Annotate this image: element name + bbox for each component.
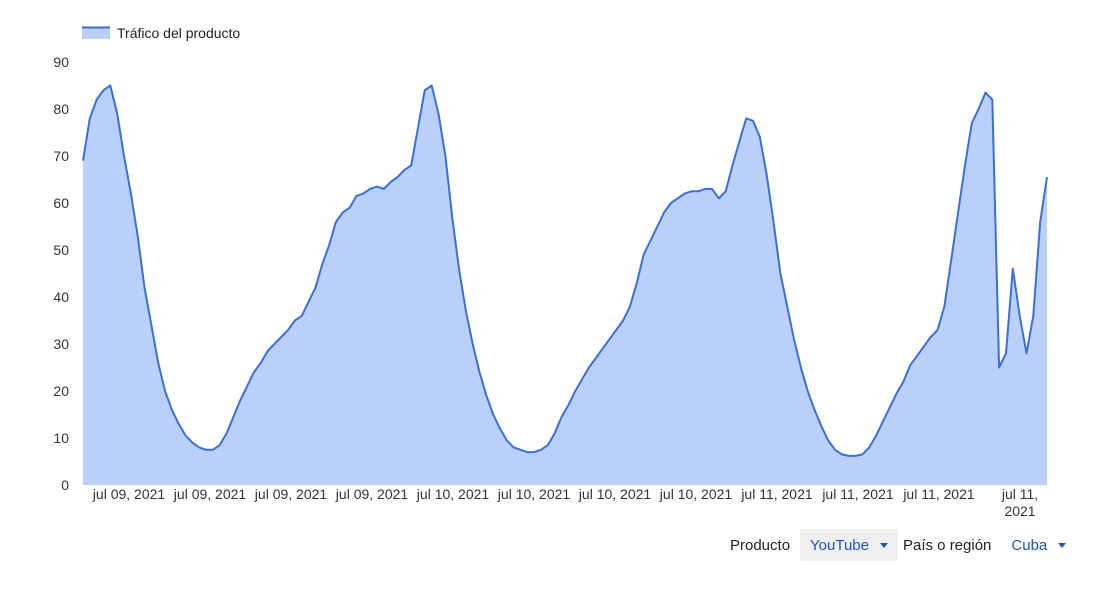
y-tick-label: 90 (53, 54, 69, 70)
x-tick-label: jul 11, 2021 (821, 486, 894, 502)
y-tick-label: 0 (61, 477, 69, 493)
product-dropdown-value: YouTube (810, 536, 869, 554)
legend-swatch (82, 27, 110, 39)
y-tick-label: 40 (53, 289, 69, 305)
x-tick-label: jul 09, 2021 (92, 486, 166, 502)
y-tick-label: 60 (53, 195, 69, 211)
x-tick-label: jul 10, 2021 (659, 486, 733, 502)
x-tick-label: jul 09, 2021 (173, 486, 247, 502)
region-dropdown[interactable]: Cuba (1001, 529, 1076, 561)
x-tick-label: jul 09, 2021 (335, 486, 409, 502)
x-tick-label: jul 10, 2021 (497, 486, 571, 502)
product-dropdown[interactable]: YouTube (800, 529, 898, 561)
x-axis: jul 09, 2021 jul 09, 2021 jul 09, 2021 jul … (92, 486, 1038, 519)
region-label: País o región (903, 536, 992, 554)
legend-label: Tráfico del producto (117, 25, 240, 41)
caret-down-icon (1058, 542, 1067, 548)
x-tick-label: jul 09, 2021 (254, 486, 328, 502)
product-label: Producto (730, 536, 791, 554)
y-tick-label: 20 (53, 383, 69, 399)
y-tick-label: 80 (53, 101, 69, 117)
x-tick-label: jul 11, 2021 (740, 486, 813, 502)
x-tick-label: jul 10, 2021 (578, 486, 652, 502)
legend: Tráfico del producto (82, 25, 240, 41)
y-axis: 0 10 20 30 40 50 60 70 80 90 (53, 54, 69, 493)
caret-down-icon (880, 542, 888, 548)
series-line (82, 84, 1048, 457)
x-tick-label: jul 10, 2021 (416, 486, 490, 502)
y-tick-label: 10 (53, 430, 69, 446)
filter-controls: Producto YouTube País o región Cuba (730, 529, 1076, 561)
plot-area (82, 84, 1048, 485)
y-tick-label: 70 (53, 148, 69, 164)
series-area (83, 85, 1047, 485)
region-dropdown-value: Cuba (1011, 536, 1048, 554)
y-tick-label: 30 (53, 336, 69, 352)
y-tick-label: 50 (53, 242, 69, 258)
x-tick-label: jul 11, 2021 (902, 486, 975, 502)
x-tick-label: jul 11, 2021 (1001, 486, 1038, 519)
